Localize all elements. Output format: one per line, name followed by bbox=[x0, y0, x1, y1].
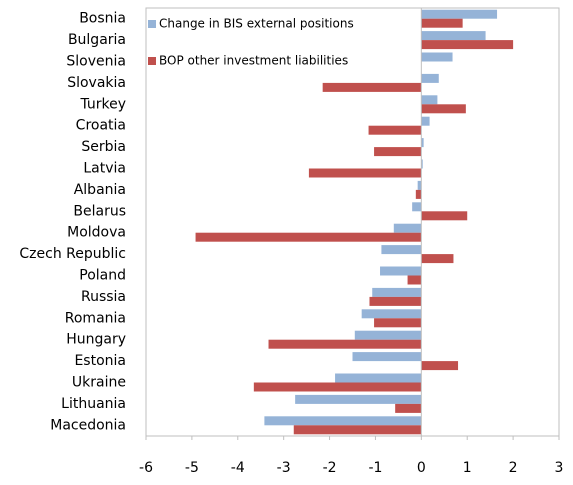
y-tick-label: Estonia bbox=[74, 353, 126, 369]
x-tick-label: -4 bbox=[231, 460, 245, 476]
bar bbox=[369, 296, 422, 306]
y-tick-label: Moldova bbox=[67, 225, 126, 241]
x-tick-label: -2 bbox=[323, 460, 337, 476]
bar bbox=[412, 202, 422, 212]
bar bbox=[335, 373, 422, 383]
bar bbox=[354, 330, 422, 340]
legend-label: Change in BIS external positions bbox=[159, 17, 354, 31]
bar bbox=[253, 382, 422, 392]
bar bbox=[421, 18, 463, 28]
bar bbox=[421, 95, 438, 105]
y-tick-label: Croatia bbox=[76, 118, 126, 134]
bar bbox=[361, 309, 422, 319]
x-tick-label: 3 bbox=[555, 460, 564, 476]
x-tick-label: 0 bbox=[417, 460, 426, 476]
y-tick-label: Turkey bbox=[79, 96, 126, 112]
bar bbox=[308, 168, 422, 178]
x-tick-label: 2 bbox=[509, 460, 518, 476]
bar bbox=[421, 361, 459, 371]
x-tick-label: -3 bbox=[277, 460, 291, 476]
y-tick-label: Slovakia bbox=[67, 75, 126, 91]
bar bbox=[352, 352, 422, 362]
y-tick-label: Lithuania bbox=[61, 396, 126, 412]
bar bbox=[407, 275, 422, 285]
bar bbox=[374, 318, 422, 328]
bar bbox=[195, 232, 422, 242]
y-tick-label: Macedonia bbox=[50, 417, 126, 433]
y-tick-label: Belarus bbox=[73, 203, 126, 219]
bar bbox=[322, 82, 422, 92]
x-tick-label: -1 bbox=[368, 460, 382, 476]
bar bbox=[368, 125, 422, 135]
bar bbox=[393, 223, 422, 233]
bar bbox=[421, 211, 468, 221]
plot-frame bbox=[145, 7, 560, 437]
y-tick-label: Hungary bbox=[66, 332, 126, 348]
y-tick-label: Romania bbox=[65, 310, 126, 326]
y-tick-label: Russia bbox=[81, 289, 126, 305]
y-tick-label: Poland bbox=[79, 268, 126, 284]
bar bbox=[421, 116, 430, 126]
y-tick-label: Slovenia bbox=[66, 54, 126, 70]
y-tick-label: Bosnia bbox=[79, 11, 126, 27]
legend-swatch bbox=[148, 20, 156, 28]
bar bbox=[421, 254, 454, 264]
legend-label: BOP other investment liabilities bbox=[159, 54, 348, 68]
bar bbox=[264, 416, 422, 426]
bar bbox=[415, 189, 422, 199]
bar bbox=[421, 9, 498, 19]
bar bbox=[421, 31, 486, 41]
bar bbox=[421, 104, 466, 114]
bar bbox=[417, 180, 422, 190]
bar bbox=[421, 40, 514, 50]
bar bbox=[421, 52, 453, 62]
bar bbox=[295, 394, 422, 404]
bar bbox=[381, 245, 422, 255]
y-tick-label: Bulgaria bbox=[68, 32, 126, 48]
bar bbox=[380, 266, 422, 276]
bar bbox=[421, 159, 423, 169]
y-tick-label: Serbia bbox=[81, 139, 126, 155]
y-tick-label: Czech Republic bbox=[19, 246, 126, 262]
y-tick-label: Latvia bbox=[83, 161, 126, 177]
bar bbox=[421, 73, 439, 83]
legend-swatch bbox=[148, 57, 156, 65]
bar bbox=[268, 339, 422, 349]
x-tick-label: 1 bbox=[463, 460, 472, 476]
bar bbox=[374, 147, 422, 157]
bar bbox=[372, 287, 422, 297]
y-tick-label: Ukraine bbox=[72, 375, 126, 391]
bar bbox=[395, 403, 422, 413]
x-tick-label: -6 bbox=[139, 460, 153, 476]
x-tick-label: -5 bbox=[185, 460, 199, 476]
bar bbox=[293, 425, 422, 435]
bar bbox=[421, 138, 424, 148]
y-tick-label: Albania bbox=[74, 182, 126, 198]
